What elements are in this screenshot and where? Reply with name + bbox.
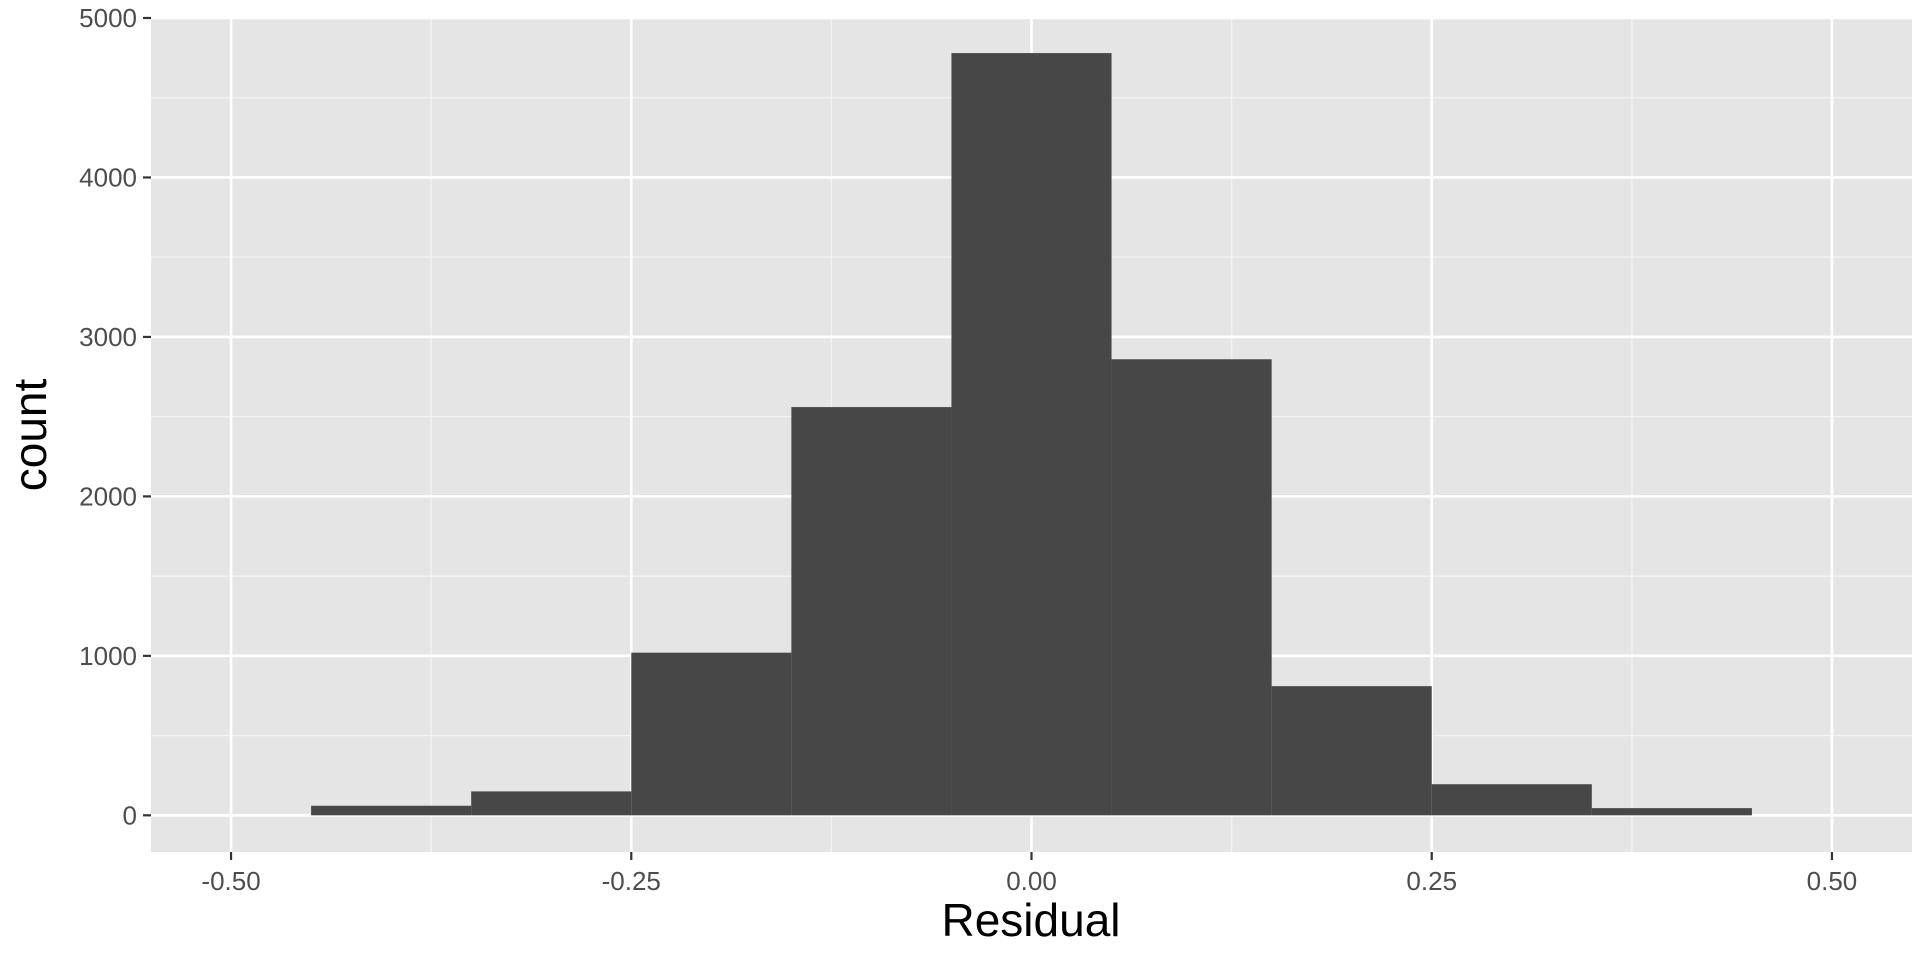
histogram-bar (1271, 686, 1432, 816)
y-tick-label: 5000 (79, 3, 137, 33)
histogram-bar (1431, 784, 1592, 816)
x-tick-label: 0.25 (1406, 866, 1457, 896)
x-tick-label: -0.50 (201, 866, 260, 896)
histogram-bar (471, 791, 632, 816)
y-tick-label: 3000 (79, 322, 137, 352)
histogram-bar (951, 53, 1112, 816)
y-axis: 0 1000 2000 3000 4000 5000 (79, 3, 151, 830)
y-tick-label: 0 (123, 800, 137, 830)
x-tick-label: 0.50 (1807, 866, 1858, 896)
histogram-bar (1591, 808, 1752, 816)
x-tick-label: -0.25 (602, 866, 661, 896)
histogram-bars (311, 53, 1752, 816)
histogram-bar (791, 407, 952, 816)
histogram-bar (1111, 359, 1272, 816)
y-tick-label: 2000 (79, 481, 137, 511)
histogram-bar (311, 805, 472, 816)
y-tick-label: 1000 (79, 641, 137, 671)
y-axis-title: count (4, 379, 56, 492)
x-axis-title: Residual (942, 894, 1121, 946)
histogram-bar (631, 652, 792, 816)
y-tick-label: 4000 (79, 162, 137, 192)
x-axis: -0.50 -0.25 0.00 0.25 0.50 (201, 852, 1857, 896)
x-tick-label: 0.00 (1006, 866, 1057, 896)
